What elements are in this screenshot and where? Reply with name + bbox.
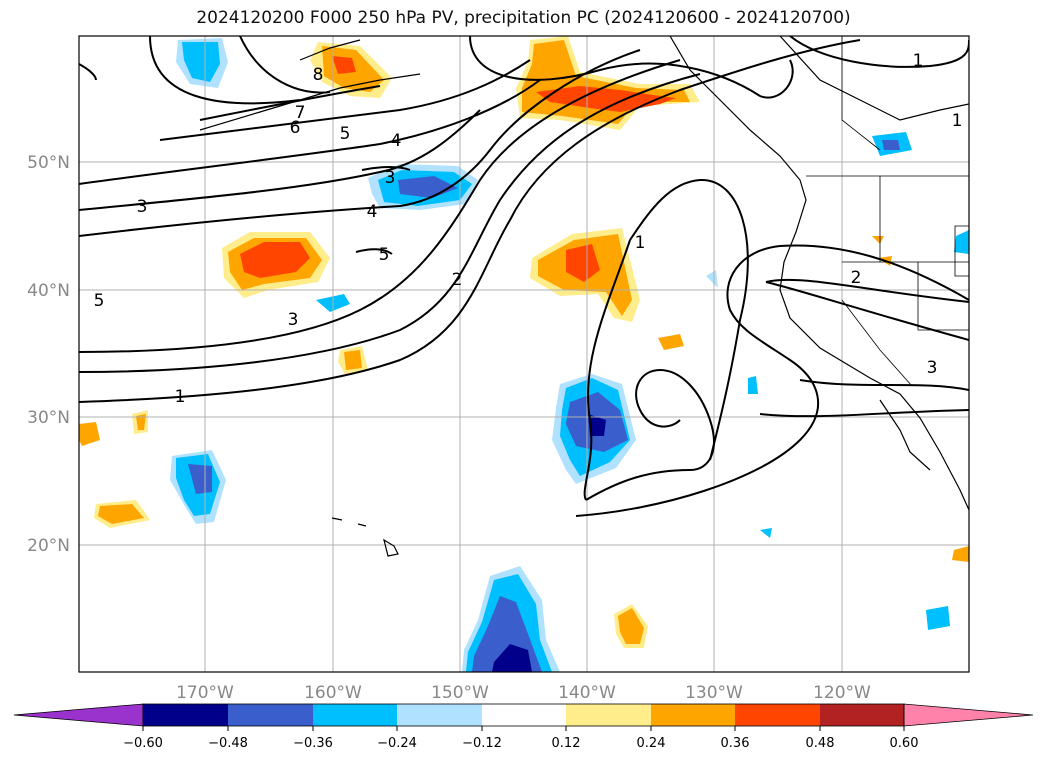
colorbar-tick-label: −0.48 <box>208 736 248 751</box>
contour-label: 4 <box>367 202 378 222</box>
contour-label: 2 <box>851 268 862 288</box>
contour-label: 1 <box>175 387 186 407</box>
colorbar-tick-label: −0.60 <box>123 736 163 751</box>
colorbar-segment <box>735 704 820 726</box>
contour-label: 5 <box>94 291 105 311</box>
map-title: 2024120200 F000 250 hPa PV, precipitatio… <box>196 8 851 28</box>
contour-labels: 1 2 3 4 5 6 7 8 1 2 3 3 4 5 3 1 1 5 <box>94 51 963 407</box>
latitude-labels: 50°N 40°N 30°N 20°N <box>27 153 70 556</box>
colorbar-extend-high <box>903 703 1034 727</box>
contour-label: 1 <box>952 111 963 131</box>
contour-label: 3 <box>288 310 299 330</box>
colorbar-segment <box>651 704 735 726</box>
contour-label: 3 <box>927 358 938 378</box>
lon-label: 120°W <box>813 683 871 703</box>
colorbar-segment <box>313 704 397 726</box>
lon-label: 170°W <box>176 683 234 703</box>
colorbar-segment <box>228 704 313 726</box>
contour-label: 4 <box>391 131 402 151</box>
colorbar-segment <box>820 704 904 726</box>
map-plot: 1 2 3 4 5 6 7 8 1 2 3 3 4 5 3 1 1 5 <box>79 36 969 672</box>
contour-label: 7 <box>295 103 306 123</box>
lon-label: 130°W <box>685 683 743 703</box>
colorbar-tick-label: −0.36 <box>293 736 333 751</box>
colorbar-tick-label: 0.48 <box>806 736 835 751</box>
contour-label: 3 <box>137 197 148 217</box>
colorbar-tick-label: −0.12 <box>462 736 502 751</box>
contour-label: 1 <box>635 233 646 253</box>
pv-contours <box>79 36 969 517</box>
colorbar-tick-label: 0.36 <box>721 736 750 751</box>
contour-label: 5 <box>379 245 390 265</box>
lon-label: 140°W <box>558 683 616 703</box>
contour-label: 5 <box>340 124 351 144</box>
contour-label: 3 <box>385 168 396 188</box>
lat-label: 30°N <box>27 408 70 428</box>
coastlines <box>199 36 969 557</box>
map-frame <box>78 35 970 673</box>
colorbar-tick-label: 0.12 <box>552 736 581 751</box>
lat-label: 50°N <box>27 153 70 173</box>
lat-label: 20°N <box>27 536 70 556</box>
colorbar-extend-low <box>13 703 144 727</box>
lat-label: 40°N <box>27 281 70 301</box>
contour-label: 1 <box>913 51 924 71</box>
precip-shading <box>79 36 969 672</box>
contour-label: 2 <box>452 270 463 290</box>
lon-label: 160°W <box>304 683 362 703</box>
contour-label: 8 <box>313 65 324 85</box>
colorbar-tick-label: −0.24 <box>377 736 417 751</box>
longitude-labels: 170°W 160°W 150°W 140°W 130°W 120°W <box>176 683 871 703</box>
colorbar-tick-label: 0.24 <box>637 736 666 751</box>
contour-label: 6 <box>290 118 301 138</box>
colorbar-tick-label: 0.60 <box>890 736 919 751</box>
political-borders <box>806 36 969 387</box>
colorbar-segment <box>566 704 651 726</box>
colorbar: −0.60 −0.48 −0.36 −0.24 −0.12 0.12 0.24 … <box>13 703 1034 751</box>
colorbar-segment <box>143 704 228 726</box>
lon-label: 150°W <box>431 683 489 703</box>
colorbar-segment <box>482 704 566 726</box>
colorbar-segment <box>397 704 482 726</box>
